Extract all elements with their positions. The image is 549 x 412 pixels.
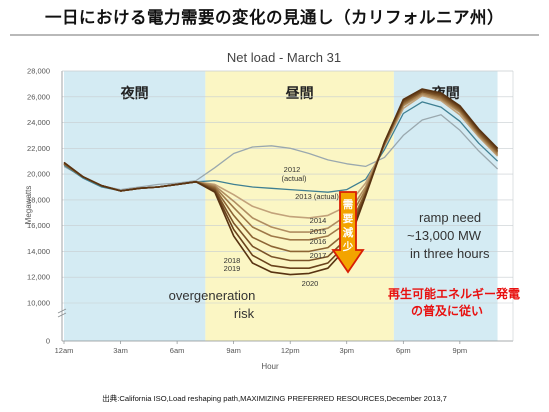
demand-arrow-shape (331, 191, 365, 274)
demand-arrow-char-4: 少 (342, 240, 354, 253)
demand-decrease-arrow: 需 要 減 少 (331, 191, 365, 274)
y-tick-label-2: 10,000 (27, 299, 50, 308)
x-tick-label-1: 12am (55, 346, 74, 355)
y-tick-label-5: 16,000 (27, 221, 50, 230)
demand-arrow-char-2: 要 (343, 213, 354, 225)
series-label-2017: 2017 (310, 251, 327, 260)
x-axis-title: Hour (261, 362, 279, 371)
y-tick-label-11: 28,000 (27, 67, 50, 76)
overgeneration-annotation-line-2: risk (234, 306, 255, 321)
series-label-2019: 2019 (224, 264, 241, 273)
ramp-annotation-line-3: in three hours (410, 246, 490, 261)
x-tick-label-7: 6pm (396, 346, 411, 355)
zone-band-1 (64, 71, 206, 341)
series-label-2014: 2014 (310, 216, 327, 225)
zone-label-2: 昼間 (286, 86, 314, 102)
y-tick-label-3: 12,000 (27, 273, 50, 282)
x-tick-label-5: 12pm (281, 346, 300, 355)
page-title: 一日における電力需要の変化の見通し（カリフォルニア州） (45, 8, 504, 27)
y-tick-label-6: 18,000 (27, 195, 50, 204)
zone-band-3 (393, 71, 498, 341)
series-label-2012: 2012 (284, 165, 301, 174)
y-tick-label-9: 24,000 (27, 118, 50, 127)
source-citation: 出典:California ISO,Load reshaping path,MA… (102, 394, 447, 403)
renewables-annotation-line-2: の普及に従い (411, 303, 483, 318)
x-tick-label-2: 3am (113, 346, 128, 355)
y-tick-label-7: 20,000 (27, 170, 50, 179)
demand-arrow-char-1: 需 (343, 199, 354, 211)
series-line-2012 (63, 114, 499, 191)
x-tick-label-4: 9am (226, 346, 241, 355)
y-tick-label-1: 0 (46, 337, 50, 346)
ramp-annotation-line-2: ~13,000 MW (407, 228, 482, 243)
x-tick-label-8: 9pm (453, 346, 468, 355)
demand-arrow-char-3: 減 (343, 226, 354, 239)
x-tick-label-3: 6am (170, 346, 185, 355)
series-label-2013: 2013 (actual) (295, 192, 339, 201)
overgeneration-annotation-line-1: overgeneration (169, 288, 256, 303)
net-load-chart: 夜間 昼間 夜間 010,00012,00014,00016,00018,00020… (24, 50, 520, 371)
title-divider (10, 34, 539, 36)
series-label-2015: 2015 (310, 227, 327, 236)
series-line-2020 (63, 88, 499, 276)
renewables-annotation-line-1: 再生可能エネルギー発電 (388, 286, 520, 301)
y-tick-label-4: 14,000 (27, 247, 50, 256)
y-axis-title: Megawatts (24, 186, 33, 225)
series-label-2018: 2018 (224, 256, 241, 265)
series-label-2012-sub: (actual) (281, 174, 307, 183)
zone-label-1: 夜間 (120, 85, 149, 102)
axis-break-mark (57, 308, 67, 318)
ramp-annotation-line-1: ramp need (419, 210, 481, 225)
y-tick-label-10: 26,000 (27, 92, 50, 101)
series-label-2016: 2016 (310, 237, 327, 246)
series-label-2020: 2020 (302, 279, 319, 288)
y-tick-label-8: 22,000 (27, 144, 50, 153)
x-tick-label-6: 3pm (339, 346, 354, 355)
chart-title: Net load - March 31 (227, 50, 341, 65)
